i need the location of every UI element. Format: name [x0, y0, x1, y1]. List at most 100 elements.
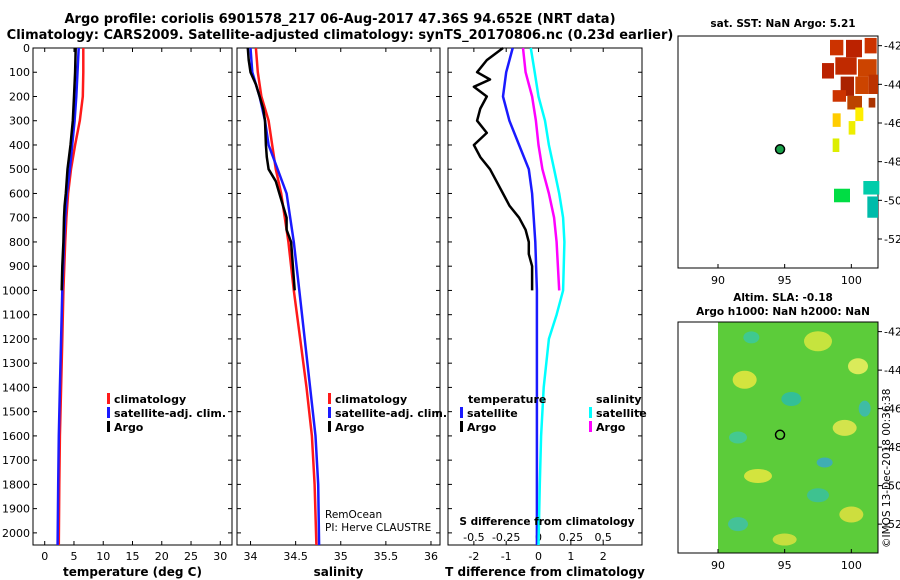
sla-blob [781, 392, 802, 406]
difference-panel: -2 -1 0 1 2-0.5 -0.25 0 0.25 0.5T difference fro… [445, 46, 645, 579]
y-tick-label: 1200 [2, 333, 30, 346]
salinity-panel: 34 34.5 35 35.5 36 salinity [236, 47, 441, 579]
salinity-x-axis-label: salinity [314, 565, 364, 579]
legend-heading-temperature: temperature [468, 393, 546, 406]
difference-x-axis-label: T difference from climatology [445, 565, 645, 579]
s-difference-label: S difference from climatology [459, 516, 634, 528]
difference-x-tick-label: 1 [567, 550, 574, 563]
sla_map-x-tick-label: 90 [711, 559, 725, 572]
temperature-x-axis-label: temperature (deg C) [63, 565, 202, 579]
imos-stamp: ©IMOS 13-Dec-2018 00:36:38 [881, 389, 893, 548]
legend-text-argo: Argo [114, 421, 144, 434]
y-tick-label: 1900 [2, 503, 30, 516]
sla-blob [839, 506, 864, 523]
pi-label: PI: Herve CLAUSTRE [325, 522, 431, 534]
y-tick-label: 1700 [2, 454, 30, 467]
y-tick-label: 1500 [2, 406, 30, 419]
difference-x-tick-label: -1 [501, 550, 512, 563]
salinity-x-tick-label: 34.5 [283, 550, 308, 563]
sst-cell [848, 121, 856, 135]
sst-cell [832, 90, 846, 102]
legend-text-s-argo: Argo [596, 421, 626, 434]
sst_map-x-tick-label: 95 [778, 274, 792, 287]
sla-blob [816, 457, 833, 468]
y-tick-label: 1300 [2, 357, 30, 370]
temperature-x-tick-label: 0 [41, 550, 48, 563]
temperature-x-tick-label: 5 [70, 550, 77, 563]
sla_map-y-tick-label: -42 [884, 326, 900, 339]
sla-blob [729, 431, 747, 444]
y-tick-label: 100 [9, 66, 30, 79]
y-tick-label: 200 [9, 90, 30, 103]
y-tick-label: 800 [9, 236, 30, 249]
y-tick-label: 0 [23, 42, 30, 55]
legend-swatch-argo [107, 421, 110, 432]
difference-plot-frame [447, 47, 643, 546]
s-x-tick-label: 0.25 [559, 531, 584, 544]
sst-cell [855, 76, 869, 94]
sst-cell [832, 113, 841, 127]
sst-cell [846, 39, 862, 58]
y-tick-label: 400 [9, 139, 30, 152]
legend-text-argo: Argo [335, 421, 365, 434]
sst-cell [868, 74, 878, 94]
sla_map-frame-overlay [677, 321, 879, 554]
sla-blob [858, 400, 871, 417]
sla_map-y-tick-label: -50 [884, 480, 900, 493]
y-tick-label: 600 [9, 187, 30, 200]
salinity-series-argo [246, 47, 296, 291]
sla_map-panel: 90 95 100 -42 -44 -46 -48 -50 -52 [677, 321, 900, 572]
y-tick-label: 2000 [2, 527, 30, 540]
legend-text-t-argo: Argo [467, 421, 497, 434]
sst-cell [855, 107, 864, 122]
legend-swatch-s-argo [589, 421, 592, 432]
s-x-tick-label: -0.25 [492, 531, 520, 544]
legend-text-climatology: climatology [335, 393, 407, 406]
legend-temperature: climatology satellite-adj. clim. Argo [107, 393, 226, 434]
difference-x-tick-label: 0 [535, 550, 542, 563]
sla_map-y-tick-label: -48 [884, 441, 900, 454]
legend-text-t-satellite: satellite [467, 407, 518, 420]
sst_map-x-tick-label: 100 [841, 274, 862, 287]
sst-cell [822, 63, 834, 79]
temperature-series-argo [60, 47, 77, 291]
y-tick-label: 1000 [2, 284, 30, 297]
sst-cell [868, 97, 876, 108]
difference-series-temperature-argo [472, 46, 534, 291]
sla_map-y-tick-label: -44 [884, 364, 900, 377]
sla-blob [728, 517, 748, 532]
sla-blob [804, 331, 832, 352]
sst_map-y-tick-label: -52 [884, 233, 900, 246]
sla_map-y-tick-label: -52 [884, 518, 900, 531]
sst_map-argo-position [774, 144, 786, 155]
legend-heading-salinity: salinity [596, 393, 642, 406]
sst-cell [863, 181, 880, 195]
sst-cell [867, 196, 878, 218]
salinity-x-tick-label: 35 [334, 550, 348, 563]
legend-swatch-climatology [328, 393, 331, 404]
sst-cell [858, 59, 877, 77]
sst-cell [864, 37, 877, 54]
sst-cell [835, 57, 857, 75]
sla-blob [848, 358, 868, 375]
legend-swatch-s-satellite [589, 407, 592, 418]
sla_map-x-tick-label: 95 [778, 559, 792, 572]
y-tick-label: 1400 [2, 381, 30, 394]
temperature-plot-frame [32, 47, 233, 546]
sst-map-title: sat. SST: NaN Argo: 5.21 [710, 18, 855, 30]
sla-blob [807, 488, 829, 503]
legend-swatch-climatology [107, 393, 110, 404]
legend-text-s-satellite: satellite [596, 407, 647, 420]
temperature-x-tick-label: 20 [155, 550, 169, 563]
difference-series-salinity-argo [521, 47, 561, 291]
difference-x-tick-label: -2 [468, 550, 479, 563]
s-x-tick-label: -0.5 [463, 531, 484, 544]
legend-swatch-argo [328, 421, 331, 432]
salinity-x-tick-label: 36 [424, 550, 438, 563]
sla_map-x-tick-label: 100 [841, 559, 862, 572]
chart-title-line1: Argo profile: coriolis 6901578_217 06-Au… [64, 12, 616, 27]
difference-series-salinity-satellite [529, 47, 566, 546]
sla-map-title2: Argo h1000: NaN h2000: NaN [696, 306, 870, 318]
sst-cell [834, 188, 850, 203]
legend-text-satellite: satellite-adj. clim. [335, 407, 447, 420]
